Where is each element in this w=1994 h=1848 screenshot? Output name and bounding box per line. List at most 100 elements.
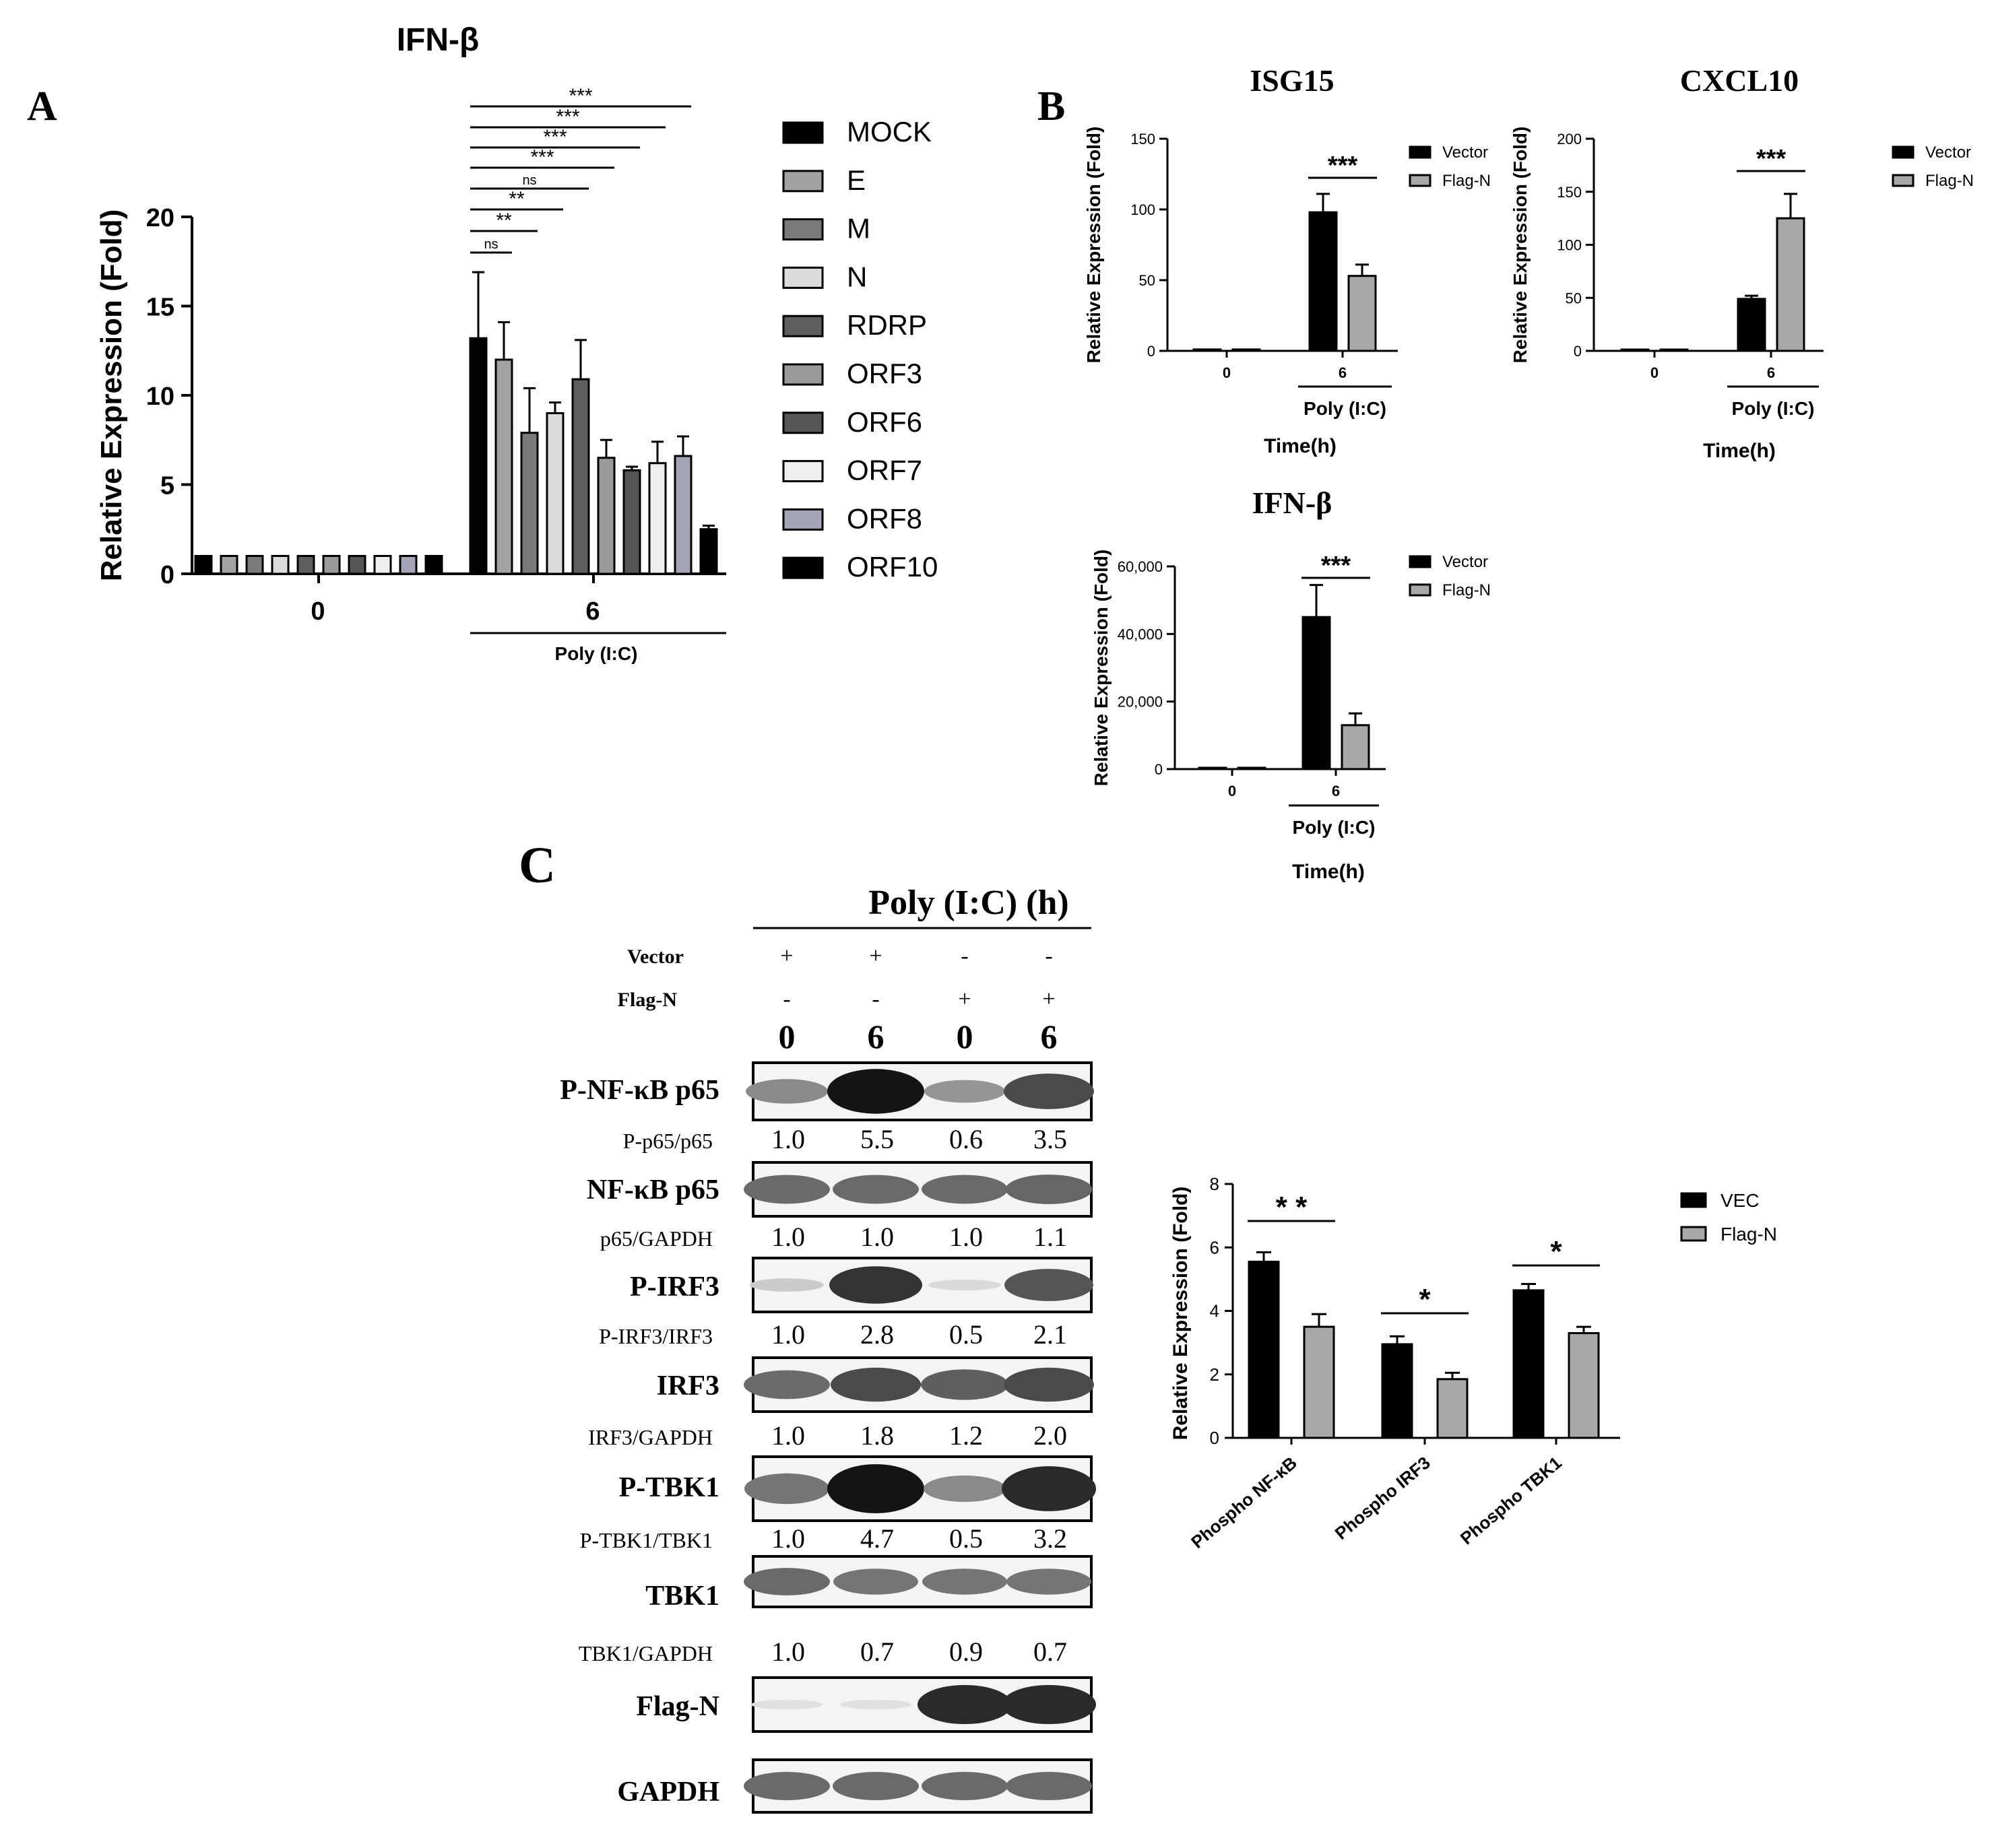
ratio-value: 1.0 <box>771 1222 805 1252</box>
ratio-value: 3.5 <box>1033 1124 1067 1154</box>
band <box>744 1568 830 1595</box>
y-axis-label: Relative Expression (Fold) <box>95 209 128 582</box>
band <box>833 1569 918 1595</box>
band-label: P-IRF3 <box>630 1272 719 1302</box>
ratio-value: 0.6 <box>949 1124 983 1154</box>
western-blot: Poly (I:C) (h) Vector Flag-N + - 0 + - 6 - +0 - +6 P-… <box>560 884 1096 1814</box>
vector-sign: - <box>961 944 968 968</box>
ratio-value: 2.0 <box>1033 1420 1067 1451</box>
flag-sign: + <box>958 987 971 1012</box>
bar <box>1198 766 1227 770</box>
ratio-value: 5.5 <box>860 1124 894 1154</box>
ratio-value: 1.0 <box>860 1222 894 1252</box>
x-tick-label: Phospho IRF3 <box>1331 1453 1434 1544</box>
band <box>827 1464 924 1513</box>
band <box>1002 1466 1096 1511</box>
bar <box>194 555 213 575</box>
x-tick-label: 0 <box>1223 364 1231 381</box>
panel-label-c: C <box>519 837 556 894</box>
legend-label: Flag-N <box>1442 172 1491 190</box>
ratio-label: P-IRF3/IRF3 <box>599 1324 713 1348</box>
panel-label-b: B <box>1037 84 1065 129</box>
bar <box>597 457 616 575</box>
legend-swatch <box>1409 555 1432 568</box>
legend-swatch <box>1409 583 1432 597</box>
y-tick-label: 2 <box>1210 1364 1219 1385</box>
legend-label: VEC <box>1720 1190 1760 1211</box>
time-label: 6 <box>1041 1018 1058 1055</box>
y-tick-label: 0 <box>1155 761 1163 778</box>
bar <box>520 432 539 575</box>
legend-label: Flag-N <box>1720 1224 1777 1245</box>
bar <box>1192 348 1222 352</box>
ratio-value: 1.0 <box>771 1319 805 1350</box>
significance-label: ns <box>522 173 536 188</box>
ratio-value: 1.0 <box>771 1523 805 1554</box>
flag-sign: - <box>872 987 879 1012</box>
y-tick-label: 20,000 <box>1118 694 1163 711</box>
y-axis-label: Relative Expression (Fold) <box>1169 1187 1192 1441</box>
chart-phospho: Relative Expression (Fold) 0 2 4 6 8 Phospho N… <box>1169 1174 1777 1552</box>
legend-label: E <box>847 164 866 196</box>
legend-label: Flag-N <box>1925 172 1974 190</box>
significance-label: *** <box>1756 145 1787 173</box>
ratio-label: p65/GAPDH <box>600 1226 713 1251</box>
ratio-value: 0.5 <box>949 1319 983 1350</box>
time-label: 6 <box>868 1018 885 1055</box>
band <box>924 1475 1006 1503</box>
chart-isg15: ISG15 Relative Expression (Fold) 0 50 100 150… <box>1083 63 1491 457</box>
bar <box>348 555 366 575</box>
legend-label: ORF8 <box>847 502 922 534</box>
group-label: Poly (I:C) <box>1304 398 1386 419</box>
bar <box>271 555 290 575</box>
band <box>922 1569 1007 1595</box>
band <box>744 1473 829 1505</box>
legend-label: M <box>847 213 870 244</box>
x-tick-label: 0 <box>1650 364 1659 381</box>
band-label: NF-κB p65 <box>587 1175 719 1206</box>
band <box>744 1175 830 1204</box>
chart-cxcl10: CXCL10 Relative Expression (Fold) 0 50 100 15… <box>1510 63 1974 462</box>
band-label: P-NF-κB p65 <box>560 1075 719 1106</box>
group-label: Poly (I:C) <box>1732 398 1815 419</box>
group-label: Poly (I:C) <box>555 643 638 664</box>
row-label-vector: Vector <box>627 946 684 968</box>
legend-label: MOCK <box>847 116 932 147</box>
bar <box>1659 348 1689 352</box>
significance-label: *** <box>1321 552 1351 580</box>
ratio-value: 4.7 <box>860 1523 894 1554</box>
bar <box>245 555 264 575</box>
y-tick-label: 60,000 <box>1118 558 1163 575</box>
group-label: Poly (I:C) <box>1293 817 1376 838</box>
significance-label: *** <box>569 85 592 107</box>
legend-label: RDRP <box>847 309 927 341</box>
bar <box>1737 298 1766 352</box>
y-tick-label: 200 <box>1557 131 1582 147</box>
chart-ifnb-b: IFN-β Relative Expression (Fold) 0 20,000 40… <box>1091 486 1491 883</box>
bar <box>424 555 443 575</box>
bar <box>1568 1331 1600 1439</box>
legend-swatch <box>1409 174 1432 187</box>
x-tick-label: Phospho TBK1 <box>1456 1453 1566 1549</box>
band <box>833 1175 919 1204</box>
bar <box>1303 1325 1335 1439</box>
band-label: GAPDH <box>617 1777 719 1808</box>
y-tick-label: 10 <box>146 383 174 411</box>
bar <box>399 555 418 575</box>
ratio-value: 2.1 <box>1033 1319 1067 1350</box>
chart-title: ISG15 <box>1250 63 1334 98</box>
ratio-label: IRF3/GAPDH <box>588 1425 713 1449</box>
legend-swatch <box>782 121 824 144</box>
bar <box>373 555 392 575</box>
y-tick-label: 100 <box>1557 237 1582 254</box>
legend-label: ORF10 <box>847 551 938 583</box>
flag-sign: + <box>1042 987 1055 1012</box>
bar <box>220 555 238 575</box>
band <box>746 1079 828 1104</box>
x-tick-label: 6 <box>585 597 600 626</box>
band <box>1004 1074 1094 1109</box>
legend-label: ORF6 <box>847 406 922 438</box>
band <box>831 1367 921 1402</box>
significance-label: ns <box>484 237 498 252</box>
y-tick-label: 0 <box>1574 343 1582 360</box>
